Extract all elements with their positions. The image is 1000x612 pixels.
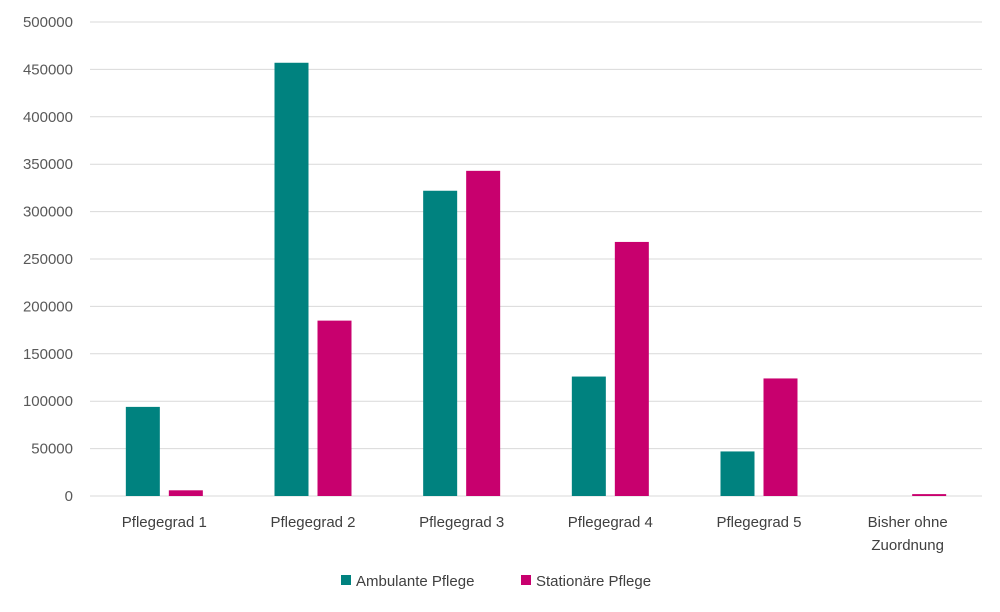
x-category-label: Pflegegrad 3 [419,514,504,531]
bar-ambulante-2 [274,62,309,496]
y-tick-label: 150000 [23,346,73,363]
x-axis-category-labels: Pflegegrad 1 Pflegegrad 2 Pflegegrad 3 Pfle… [122,514,948,554]
legend-label: Stationäre Pflege [536,573,651,590]
y-tick-label: 350000 [23,156,73,173]
y-tick-label: 450000 [23,61,73,78]
bar-ambulante-3 [423,190,458,496]
bar-stationaere-5 [763,378,798,496]
legend-label: Ambulante Pflege [356,573,474,590]
x-category-label: Zuordnung [871,537,944,554]
x-category-label: Pflegegrad 2 [270,514,355,531]
bar-stationaere-4 [614,241,649,496]
y-tick-label: 100000 [23,393,73,410]
x-category-label: Bisher ohne [868,514,948,531]
y-tick-label: 250000 [23,251,73,268]
legend-swatch [341,575,351,585]
bars [125,62,947,496]
y-tick-label: 300000 [23,204,73,221]
y-axis-tick-labels: 0 50000 100000 150000 200000 250000 300000 3500… [23,14,73,505]
x-category-label: Pflegegrad 4 [568,514,653,531]
bar-ambulante-4 [571,376,606,496]
x-category-label: Pflegegrad 5 [716,514,801,531]
y-tick-label: 200000 [23,298,73,315]
bar-stationaere-3 [466,170,501,496]
gridlines [90,21,982,497]
x-category-label: Pflegegrad 1 [122,514,207,531]
legend: Ambulante Pflege Stationäre Pflege [341,573,651,590]
y-tick-label: 400000 [23,109,73,126]
bar-stationaere-2 [317,320,352,496]
y-tick-label: 500000 [23,14,73,31]
y-tick-label: 50000 [31,441,73,458]
bar-stationaere-1 [168,490,203,496]
legend-swatch [521,575,531,585]
bar-ambulante-5 [720,451,755,496]
bar-stationaere-6 [912,494,947,496]
y-tick-label: 0 [65,488,73,505]
bar-ambulante-1 [125,406,160,496]
